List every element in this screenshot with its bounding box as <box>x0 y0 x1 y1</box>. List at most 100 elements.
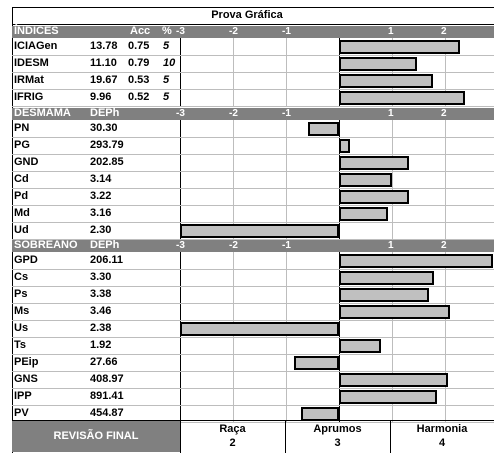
row-separator <box>12 354 494 355</box>
row-value: 408.97 <box>90 373 124 385</box>
row-pct: 10 <box>163 57 176 69</box>
x-tick-label: 2 <box>441 26 447 37</box>
data-bar <box>339 288 430 302</box>
row-value: 30.30 <box>90 122 118 134</box>
footer-item-name: Harmonia <box>416 423 468 435</box>
row-value: 11.10 <box>90 57 117 69</box>
x-tick-label: 1 <box>388 240 394 251</box>
footer-item-value: 2 <box>229 437 236 449</box>
group-header-name: SOBREANO <box>14 239 78 251</box>
row-separator <box>12 405 494 406</box>
row-separator <box>12 72 494 73</box>
row-label: Ud <box>14 224 29 236</box>
data-bar <box>339 173 392 187</box>
x-tick-label: -2 <box>229 26 238 37</box>
data-bar <box>339 91 466 105</box>
row-value: 3.30 <box>90 271 112 283</box>
row-label: Ts <box>14 339 27 351</box>
data-bar <box>339 156 409 170</box>
footer-item-value: 3 <box>334 437 341 449</box>
row-value: 3.14 <box>90 173 112 185</box>
grid-vline <box>286 120 287 239</box>
x-tick-label: -1 <box>282 240 291 251</box>
row-label: PN <box>14 122 30 134</box>
x-tick-label: -1 <box>282 26 291 37</box>
x-tick-label: 1 <box>388 108 394 119</box>
row-label: GND <box>14 156 39 168</box>
x-tick-label: -3 <box>176 108 185 119</box>
row-separator <box>12 320 494 321</box>
group-header-band <box>12 26 494 38</box>
row-separator <box>12 388 494 389</box>
chart-title: Prova Gráfica <box>211 9 283 21</box>
row-separator <box>12 286 494 287</box>
footer-rule-top <box>12 420 494 421</box>
row-label: PG <box>14 139 30 151</box>
row-value: 2.30 <box>90 224 112 236</box>
data-bar <box>339 190 409 204</box>
row-label: PEip <box>14 356 39 368</box>
data-bar <box>339 57 418 71</box>
x-tick-label: -2 <box>229 240 238 251</box>
x-tick-label: -2 <box>229 108 238 119</box>
row-label: Ms <box>14 305 30 317</box>
x-tick-label: -3 <box>176 240 185 251</box>
footer-divider <box>180 420 181 453</box>
footer-item-value: 4 <box>438 437 446 449</box>
group-header-deph: DEPh <box>90 239 120 251</box>
row-value: 2.38 <box>90 322 112 334</box>
footer-item-name: Aprumos <box>313 423 362 435</box>
data-bar <box>180 224 339 238</box>
row-label: IPP <box>14 390 32 402</box>
row-separator <box>12 337 494 338</box>
row-label: IDESM <box>14 57 49 69</box>
x-tick-label: 2 <box>441 108 447 119</box>
row-label: Cd <box>14 173 29 185</box>
row-separator <box>12 55 494 56</box>
row-value: 3.16 <box>90 207 112 219</box>
row-pct: 5 <box>163 40 170 52</box>
row-label: PV <box>14 407 29 419</box>
data-bar <box>339 373 448 387</box>
row-value: 3.38 <box>90 288 112 300</box>
x-tick-label: 2 <box>441 240 447 251</box>
row-value: 3.22 <box>90 190 112 202</box>
frame-top <box>12 7 494 8</box>
grid-vline <box>233 120 234 239</box>
data-bar <box>339 254 493 268</box>
row-separator <box>12 154 494 155</box>
row-label: Cs <box>14 271 29 283</box>
data-bar <box>180 322 339 336</box>
row-label: ICIAGen <box>14 40 58 52</box>
row-separator <box>12 106 494 107</box>
x-tick-label: -3 <box>176 26 185 37</box>
row-value: 891.41 <box>90 390 124 402</box>
data-bar <box>339 271 435 285</box>
row-acc: 0.79 <box>128 57 150 69</box>
row-acc: 0.53 <box>128 74 150 86</box>
title-rule <box>12 24 494 25</box>
plot-left-border <box>180 120 181 239</box>
data-bar <box>339 339 382 353</box>
row-value: 293.79 <box>90 139 124 151</box>
row-separator <box>12 422 494 423</box>
row-acc: 0.52 <box>128 91 150 103</box>
data-bar <box>308 122 339 136</box>
footer-item-name: Raça <box>219 423 246 435</box>
row-acc: 0.75 <box>128 40 150 52</box>
data-bar <box>339 207 389 221</box>
data-bar <box>339 390 438 404</box>
row-label: Us <box>14 322 29 334</box>
row-separator <box>12 371 494 372</box>
row-separator <box>12 239 494 240</box>
group-header-pct: % <box>162 25 172 37</box>
group-header-name: DESMAMA <box>14 107 71 119</box>
row-value: 19.67 <box>90 74 118 86</box>
row-separator <box>12 222 494 223</box>
row-label: Md <box>14 207 30 219</box>
row-separator <box>12 137 494 138</box>
group-header-band <box>12 108 494 120</box>
x-tick-label: 1 <box>388 26 394 37</box>
row-pct: 5 <box>163 74 170 86</box>
frame-left <box>12 7 13 453</box>
